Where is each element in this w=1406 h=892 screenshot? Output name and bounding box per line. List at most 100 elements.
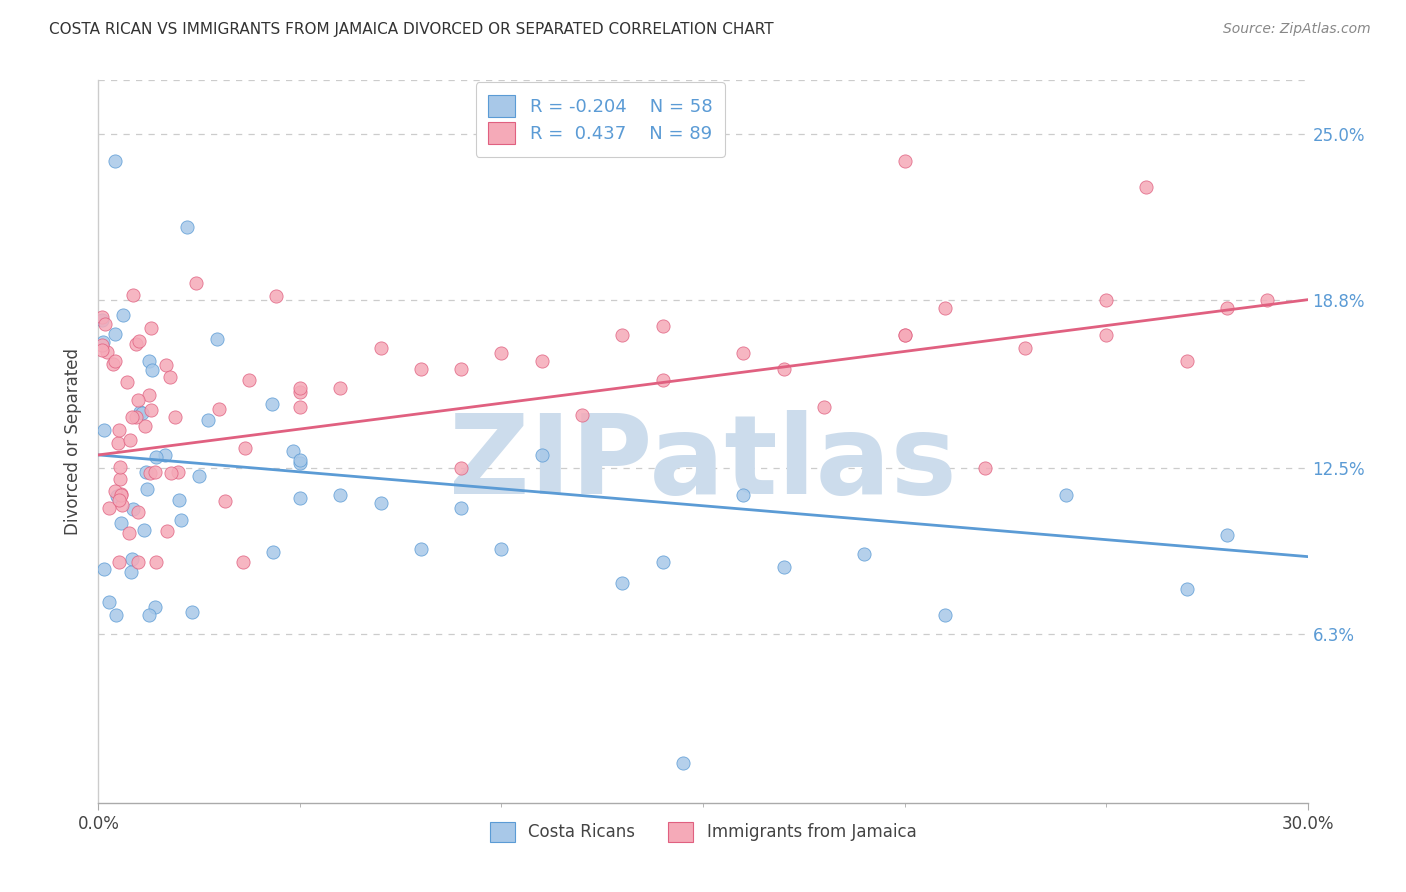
Point — [491, 346, 513, 360]
Text: COSTA RICAN VS IMMIGRANTS FROM JAMAICA DIVORCED OR SEPARATED CORRELATION CHART: COSTA RICAN VS IMMIGRANTS FROM JAMAICA D… — [49, 22, 773, 37]
Point — [893, 327, 915, 342]
Point — [93, 317, 115, 331]
Point — [107, 489, 129, 503]
Point — [121, 552, 143, 566]
Point — [238, 373, 260, 387]
Point — [129, 405, 152, 419]
Point — [110, 488, 132, 502]
Point — [118, 525, 141, 540]
Point — [143, 600, 166, 615]
Point — [139, 403, 162, 417]
Point — [120, 433, 142, 447]
Point — [370, 341, 392, 355]
Point — [91, 310, 114, 324]
Point — [186, 276, 208, 290]
Point — [153, 448, 176, 462]
Point — [121, 410, 143, 425]
Point — [934, 608, 956, 623]
Point — [163, 409, 186, 424]
Point — [329, 381, 352, 395]
Point — [450, 461, 472, 475]
Point — [651, 373, 673, 387]
Point — [138, 608, 160, 623]
Point — [134, 419, 156, 434]
Point — [450, 362, 472, 376]
Point — [122, 288, 145, 302]
Point — [262, 396, 284, 410]
Point — [127, 392, 149, 407]
Point — [1095, 327, 1118, 342]
Point — [141, 321, 163, 335]
Legend: Costa Ricans, Immigrants from Jamaica: Costa Ricans, Immigrants from Jamaica — [482, 815, 924, 848]
Point — [134, 523, 156, 537]
Point — [143, 466, 166, 480]
Point — [127, 555, 149, 569]
Point — [104, 353, 127, 368]
Point — [208, 402, 231, 417]
Point — [180, 605, 202, 619]
Point — [96, 345, 118, 359]
Point — [145, 555, 167, 569]
Point — [853, 547, 876, 561]
Point — [409, 362, 432, 376]
Text: Source: ZipAtlas.com: Source: ZipAtlas.com — [1223, 22, 1371, 37]
Point — [281, 444, 304, 458]
Point — [122, 501, 145, 516]
Point — [197, 413, 219, 427]
Point — [974, 461, 997, 475]
Point — [138, 388, 160, 402]
Point — [97, 595, 120, 609]
Point — [145, 450, 167, 464]
Point — [733, 346, 755, 360]
Point — [1175, 354, 1198, 368]
Point — [139, 466, 162, 480]
Point — [491, 541, 513, 556]
Point — [264, 288, 287, 302]
Point — [104, 483, 127, 498]
Point — [91, 338, 114, 352]
Y-axis label: Divorced or Separated: Divorced or Separated — [65, 348, 83, 535]
Point — [104, 608, 127, 623]
Point — [107, 436, 129, 450]
Point — [188, 469, 211, 483]
Point — [131, 406, 153, 420]
Point — [93, 335, 115, 350]
Point — [1014, 341, 1036, 355]
Point — [176, 220, 198, 235]
Point — [651, 319, 673, 334]
Point — [214, 494, 236, 508]
Point — [288, 381, 311, 395]
Point — [1216, 301, 1239, 315]
Point — [91, 313, 114, 327]
Point — [733, 488, 755, 502]
Point — [112, 308, 135, 322]
Point — [672, 756, 695, 770]
Point — [530, 354, 553, 368]
Point — [1216, 528, 1239, 542]
Point — [111, 498, 134, 512]
Point — [288, 453, 311, 467]
Point — [93, 423, 115, 437]
Point — [156, 524, 179, 538]
Point — [772, 560, 794, 574]
Point — [141, 363, 163, 377]
Point — [1054, 488, 1077, 502]
Point — [110, 486, 132, 500]
Point — [288, 491, 311, 505]
Point — [121, 566, 143, 580]
Point — [127, 505, 149, 519]
Point — [134, 465, 156, 479]
Point — [893, 327, 915, 342]
Point — [91, 343, 114, 357]
Point — [612, 576, 634, 591]
Point — [450, 501, 472, 516]
Point — [571, 408, 593, 422]
Point — [409, 541, 432, 556]
Point — [98, 500, 121, 515]
Point — [125, 337, 148, 351]
Point — [104, 327, 127, 342]
Point — [1095, 293, 1118, 307]
Point — [93, 562, 115, 576]
Point — [103, 153, 125, 168]
Point — [233, 441, 256, 455]
